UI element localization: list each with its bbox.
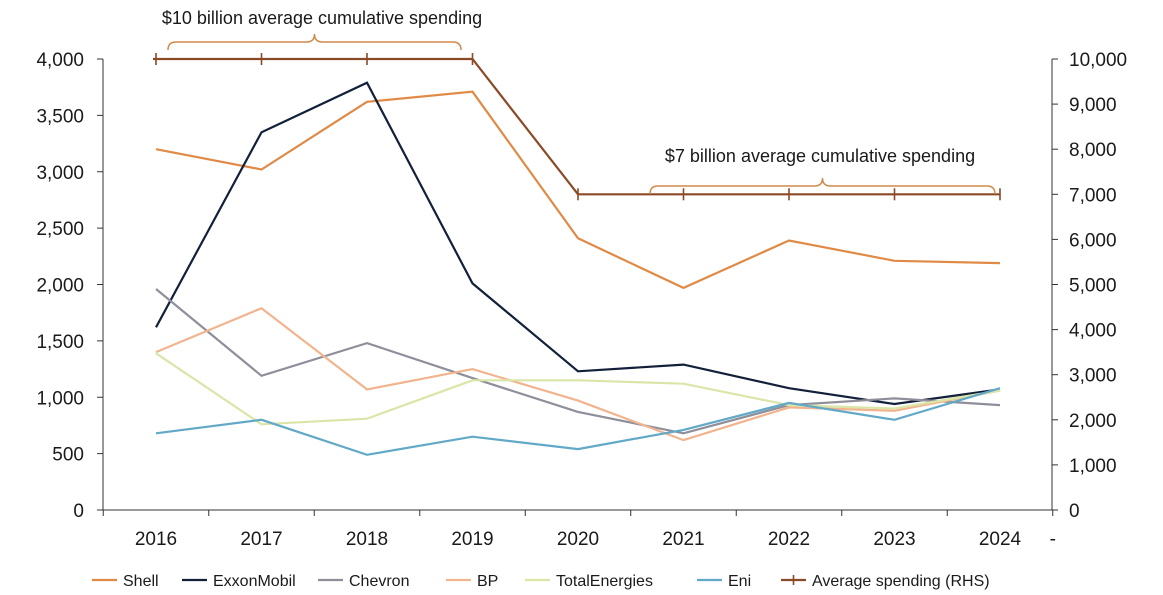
y-left-tick-label: 1,500 — [36, 332, 84, 353]
legend-label: TotalEnergies — [556, 573, 653, 590]
legend-item: TotalEnergies — [525, 573, 653, 590]
y-left-tick-label: 0 — [73, 501, 84, 522]
legend-label: BP — [477, 573, 498, 590]
annotation-10b: $10 billion average cumulative spending — [162, 8, 482, 28]
y-left-tick-label: 1,000 — [36, 388, 84, 409]
x-trailing-label: - — [1050, 529, 1056, 550]
y-right-tick-label: 10,000 — [1069, 50, 1127, 71]
y-left-tick-label: 4,000 — [36, 50, 84, 71]
y-right-tick-label: 8,000 — [1069, 140, 1117, 161]
y-right-tick-label: 5,000 — [1069, 276, 1117, 297]
legend-label: Shell — [123, 573, 159, 590]
x-tick-label: 2021 — [662, 529, 704, 550]
series-line-chevron — [155, 288, 1001, 435]
x-tick-label: 2024 — [979, 529, 1022, 550]
legend-item: ExxonMobil — [182, 573, 296, 590]
y-left-tick-label: 3,500 — [36, 106, 84, 127]
y-left-tick-label: 2,000 — [36, 276, 84, 297]
legend-label: Eni — [728, 573, 751, 590]
x-tick-label: 2018 — [346, 529, 388, 550]
x-tick-label: 2019 — [451, 529, 493, 550]
legend-label: ExxonMobil — [213, 573, 296, 590]
x-tick-label: 2016 — [135, 529, 177, 550]
x-tick-label: 2023 — [873, 529, 915, 550]
series-line-average-spending-rhs- — [153, 57, 1000, 196]
x-tick-label: 2020 — [557, 529, 599, 550]
x-tick-label: 2017 — [240, 529, 282, 550]
annotation-brace-10b — [167, 33, 462, 51]
legend-item: BP — [446, 573, 498, 590]
y-right-tick-label: 4,000 — [1069, 321, 1117, 342]
legend-label: Average spending (RHS) — [812, 573, 990, 590]
y-right-tick-label: 1,000 — [1069, 456, 1117, 477]
y-right-tick-label: 9,000 — [1069, 95, 1117, 116]
y-right-tick-label: 2,000 — [1069, 411, 1117, 432]
series-line-bp — [155, 306, 1001, 442]
y-right-tick-label: 6,000 — [1069, 230, 1117, 251]
annotation-brace-7b — [649, 177, 996, 195]
legend-item: Average spending (RHS) — [781, 573, 990, 590]
y-left-tick-label: 500 — [52, 445, 84, 466]
annotation-7b: $7 billion average cumulative spending — [665, 146, 975, 166]
legend-item: Chevron — [318, 573, 409, 590]
legend-label: Chevron — [349, 573, 409, 590]
series-line-totalenergies — [155, 352, 1001, 426]
y-right-tick-label: 3,000 — [1069, 366, 1117, 387]
legend-item: Eni — [697, 573, 751, 590]
y-right-tick-label: 7,000 — [1069, 185, 1117, 206]
series-line-shell — [155, 90, 1001, 290]
y-left-tick-label: 3,000 — [36, 163, 84, 184]
y-left-tick-label: 2,500 — [36, 219, 84, 240]
series-line-exxonmobil — [155, 81, 1001, 406]
series-line-eni — [155, 387, 1001, 456]
x-tick-label: 2022 — [768, 529, 810, 550]
y-right-tick-label: 0 — [1069, 501, 1080, 522]
legend-item: Shell — [92, 573, 159, 590]
